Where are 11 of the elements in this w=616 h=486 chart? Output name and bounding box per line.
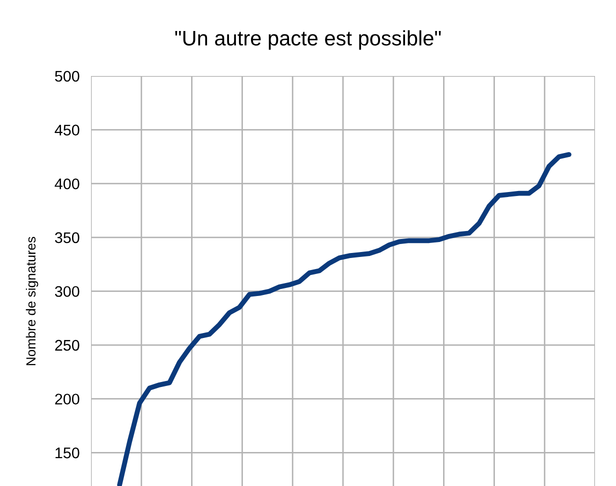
y-tick-label: 450	[54, 124, 80, 136]
line-series	[117, 152, 572, 486]
y-axis-title: Nombre de signatures	[26, 236, 38, 366]
y-tick-label: 400	[54, 178, 80, 190]
y-tick-label: 300	[54, 286, 80, 297]
y-tick-label: 200	[55, 394, 80, 405]
y-tick-label: 150	[56, 448, 80, 458]
y-tick-label: 500	[55, 70, 80, 82]
y-tick-label: 250	[55, 340, 80, 351]
chart-title: "Un autre pacte est possible"	[175, 30, 441, 50]
y-tick-label: 350	[54, 232, 80, 244]
